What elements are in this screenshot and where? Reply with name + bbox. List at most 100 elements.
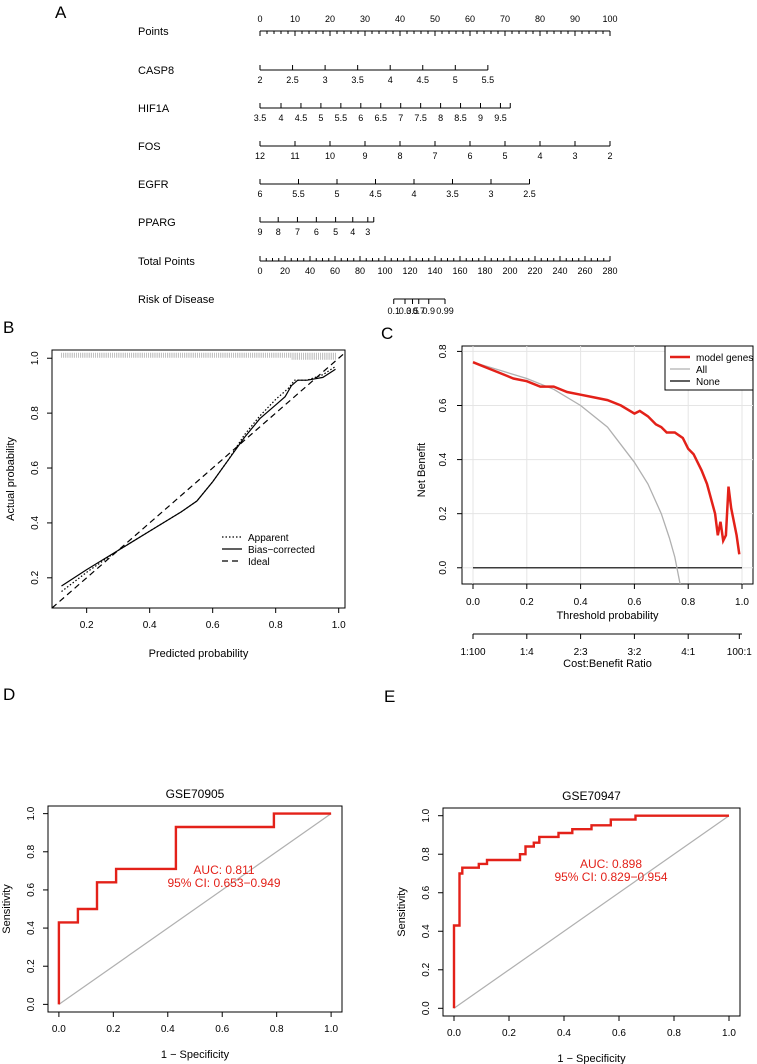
predictor-axis-label: 5 xyxy=(333,227,338,237)
predictor-axis-label: 11 xyxy=(290,151,299,161)
total-points-axis-label: 240 xyxy=(552,266,567,276)
y-axis-title: Sensitivity xyxy=(396,887,408,937)
x-axis-tick-label: 1.0 xyxy=(324,1024,338,1035)
total-points-axis-label: 40 xyxy=(305,266,315,276)
x-axis-tick-label: 1.0 xyxy=(722,1028,736,1039)
predictor-axis-label: 12 xyxy=(255,151,265,161)
points-axis-label: 30 xyxy=(360,14,370,24)
points-axis-label: 20 xyxy=(325,14,335,24)
x-axis-title: 1 − Specificity xyxy=(557,1053,626,1064)
calibration-panel: 0.2 0.4 0.6 0.8 1.0 0.2 0.4 0.6 0.8 1.0 Predicted … xyxy=(5,349,346,660)
nomogram-row-label: EGFR xyxy=(138,179,169,191)
x-axis-tick-label: 0.2 xyxy=(520,597,534,608)
risk-axis-label: 0.1 xyxy=(387,306,400,316)
predictor-axis-label: 2 xyxy=(257,75,262,85)
y-axis-tick-label: 0.2 xyxy=(438,506,449,520)
y-axis-tick-label: 0.6 xyxy=(438,398,449,412)
total-points-axis-label: 60 xyxy=(330,266,340,276)
x-axis-tick-label: 0.6 xyxy=(206,620,220,631)
predictor-axis-label: 6 xyxy=(257,189,262,199)
reference-diagonal xyxy=(453,815,730,1009)
x-axis-tick-label: 1.0 xyxy=(735,597,749,608)
predictor-axis-label: 4.5 xyxy=(416,75,429,85)
predictor-axis-label: 7.5 xyxy=(414,113,427,123)
x-axis-title: Threshold probability xyxy=(556,610,659,622)
calibration-line-dotted xyxy=(61,365,336,592)
roc-panel-gse70947: GSE70947 0.0 0.2 0.4 0.6 0.8 1.0 0.0 0.2 0.4 0.6 0.… xyxy=(396,789,741,1064)
total-points-axis-label: 100 xyxy=(377,266,392,276)
predictor-axis-label: 9 xyxy=(478,113,483,123)
panel-label-a: A xyxy=(55,3,67,22)
risk-axis-label: 0.7 xyxy=(412,306,425,316)
nomogram-row-label: Points xyxy=(138,26,169,38)
predictor-axis-label: 5.5 xyxy=(482,75,495,85)
nomogram-row-label: FOS xyxy=(138,141,161,153)
points-axis-label: 10 xyxy=(290,14,300,24)
y-axis-tick-label: 0.2 xyxy=(26,959,37,973)
net-benefit-line-0 xyxy=(472,361,741,555)
ci-label: 95% CI: 0.653−0.949 xyxy=(167,876,280,890)
risk-axis-label: 0.9 xyxy=(422,306,435,316)
predictor-axis-label: 3.5 xyxy=(351,75,364,85)
risk-axis-label: 0.5 xyxy=(406,306,419,316)
predictor-axis-label: 8.5 xyxy=(454,113,467,123)
predictor-axis-label: 5 xyxy=(318,113,323,123)
y-axis-tick-label: 0.4 xyxy=(438,452,449,466)
predictor-axis-label: 9 xyxy=(257,227,262,237)
ratio-axis-label: 3:2 xyxy=(627,647,641,658)
predictor-axis-label: 5.5 xyxy=(292,189,305,199)
roc-curve xyxy=(57,812,332,1005)
predictor-axis-label: 8 xyxy=(276,227,281,237)
predictor-axis-label: 8 xyxy=(397,151,402,161)
predictor-axis-label: 2.5 xyxy=(286,75,299,85)
predictor-axis-label: 8 xyxy=(438,113,443,123)
predictor-axis-label: 6 xyxy=(467,151,472,161)
predictor-axis-label: 3 xyxy=(488,189,493,199)
total-points-axis-label: 120 xyxy=(402,266,417,276)
ratio-axis-title: Cost:Benefit Ratio xyxy=(563,658,652,670)
predictor-axis-label: 4 xyxy=(388,75,393,85)
risk-axis-label: 0.3 xyxy=(399,306,412,316)
reference-diagonal xyxy=(58,813,332,1005)
panel-label-e: E xyxy=(384,687,395,706)
x-axis-tick-label: 0.4 xyxy=(161,1024,175,1035)
predictor-axis-label: 4 xyxy=(537,151,542,161)
y-axis-tick-label: 0.8 xyxy=(421,847,432,861)
y-axis-tick-label: 0.4 xyxy=(30,516,41,530)
predictor-axis-label: 3 xyxy=(323,75,328,85)
ratio-axis-label: 1:100 xyxy=(460,647,485,658)
legend-label: Apparent xyxy=(248,533,289,544)
y-axis-tick-label: 0.6 xyxy=(26,883,37,897)
x-axis-tick-label: 1.0 xyxy=(332,620,346,631)
y-axis-tick-label: 0.0 xyxy=(26,997,37,1011)
risk-axis-label: 0.99 xyxy=(436,306,454,316)
x-axis-tick-label: 0.2 xyxy=(106,1024,120,1035)
y-axis-tick-label: 0.2 xyxy=(30,570,41,584)
legend-label: Bias−corrected xyxy=(248,545,315,556)
predictor-axis-label: 3.5 xyxy=(254,113,267,123)
panel-label-c: C xyxy=(381,324,393,343)
legend-label: None xyxy=(696,377,720,388)
y-axis-title: Sensitivity xyxy=(1,884,13,934)
predictor-axis-label: 2.5 xyxy=(523,189,536,199)
predictor-axis-label: 6 xyxy=(358,113,363,123)
plot-title: GSE70905 xyxy=(166,787,225,801)
points-axis-label: 60 xyxy=(465,14,475,24)
points-axis-label: 100 xyxy=(602,14,617,24)
ratio-axis-label: 4:1 xyxy=(681,647,695,658)
points-axis-label: 90 xyxy=(570,14,580,24)
x-axis-tick-label: 0.4 xyxy=(143,620,157,631)
predictor-axis-label: 3 xyxy=(365,227,370,237)
y-axis-tick-label: 0.6 xyxy=(421,885,432,899)
predictor-axis-label: 5 xyxy=(502,151,507,161)
predictor-axis-label: 6 xyxy=(314,227,319,237)
predictor-axis-label: 4.5 xyxy=(369,189,382,199)
x-axis-tick-label: 0.0 xyxy=(52,1024,66,1035)
net-benefit-line-1 xyxy=(472,361,681,584)
points-axis-label: 80 xyxy=(535,14,545,24)
y-axis-tick-label: 0.0 xyxy=(421,1001,432,1015)
plot-title: GSE70947 xyxy=(562,789,621,803)
roc-curve xyxy=(452,814,729,1009)
y-axis-tick-label: 0.8 xyxy=(26,844,37,858)
